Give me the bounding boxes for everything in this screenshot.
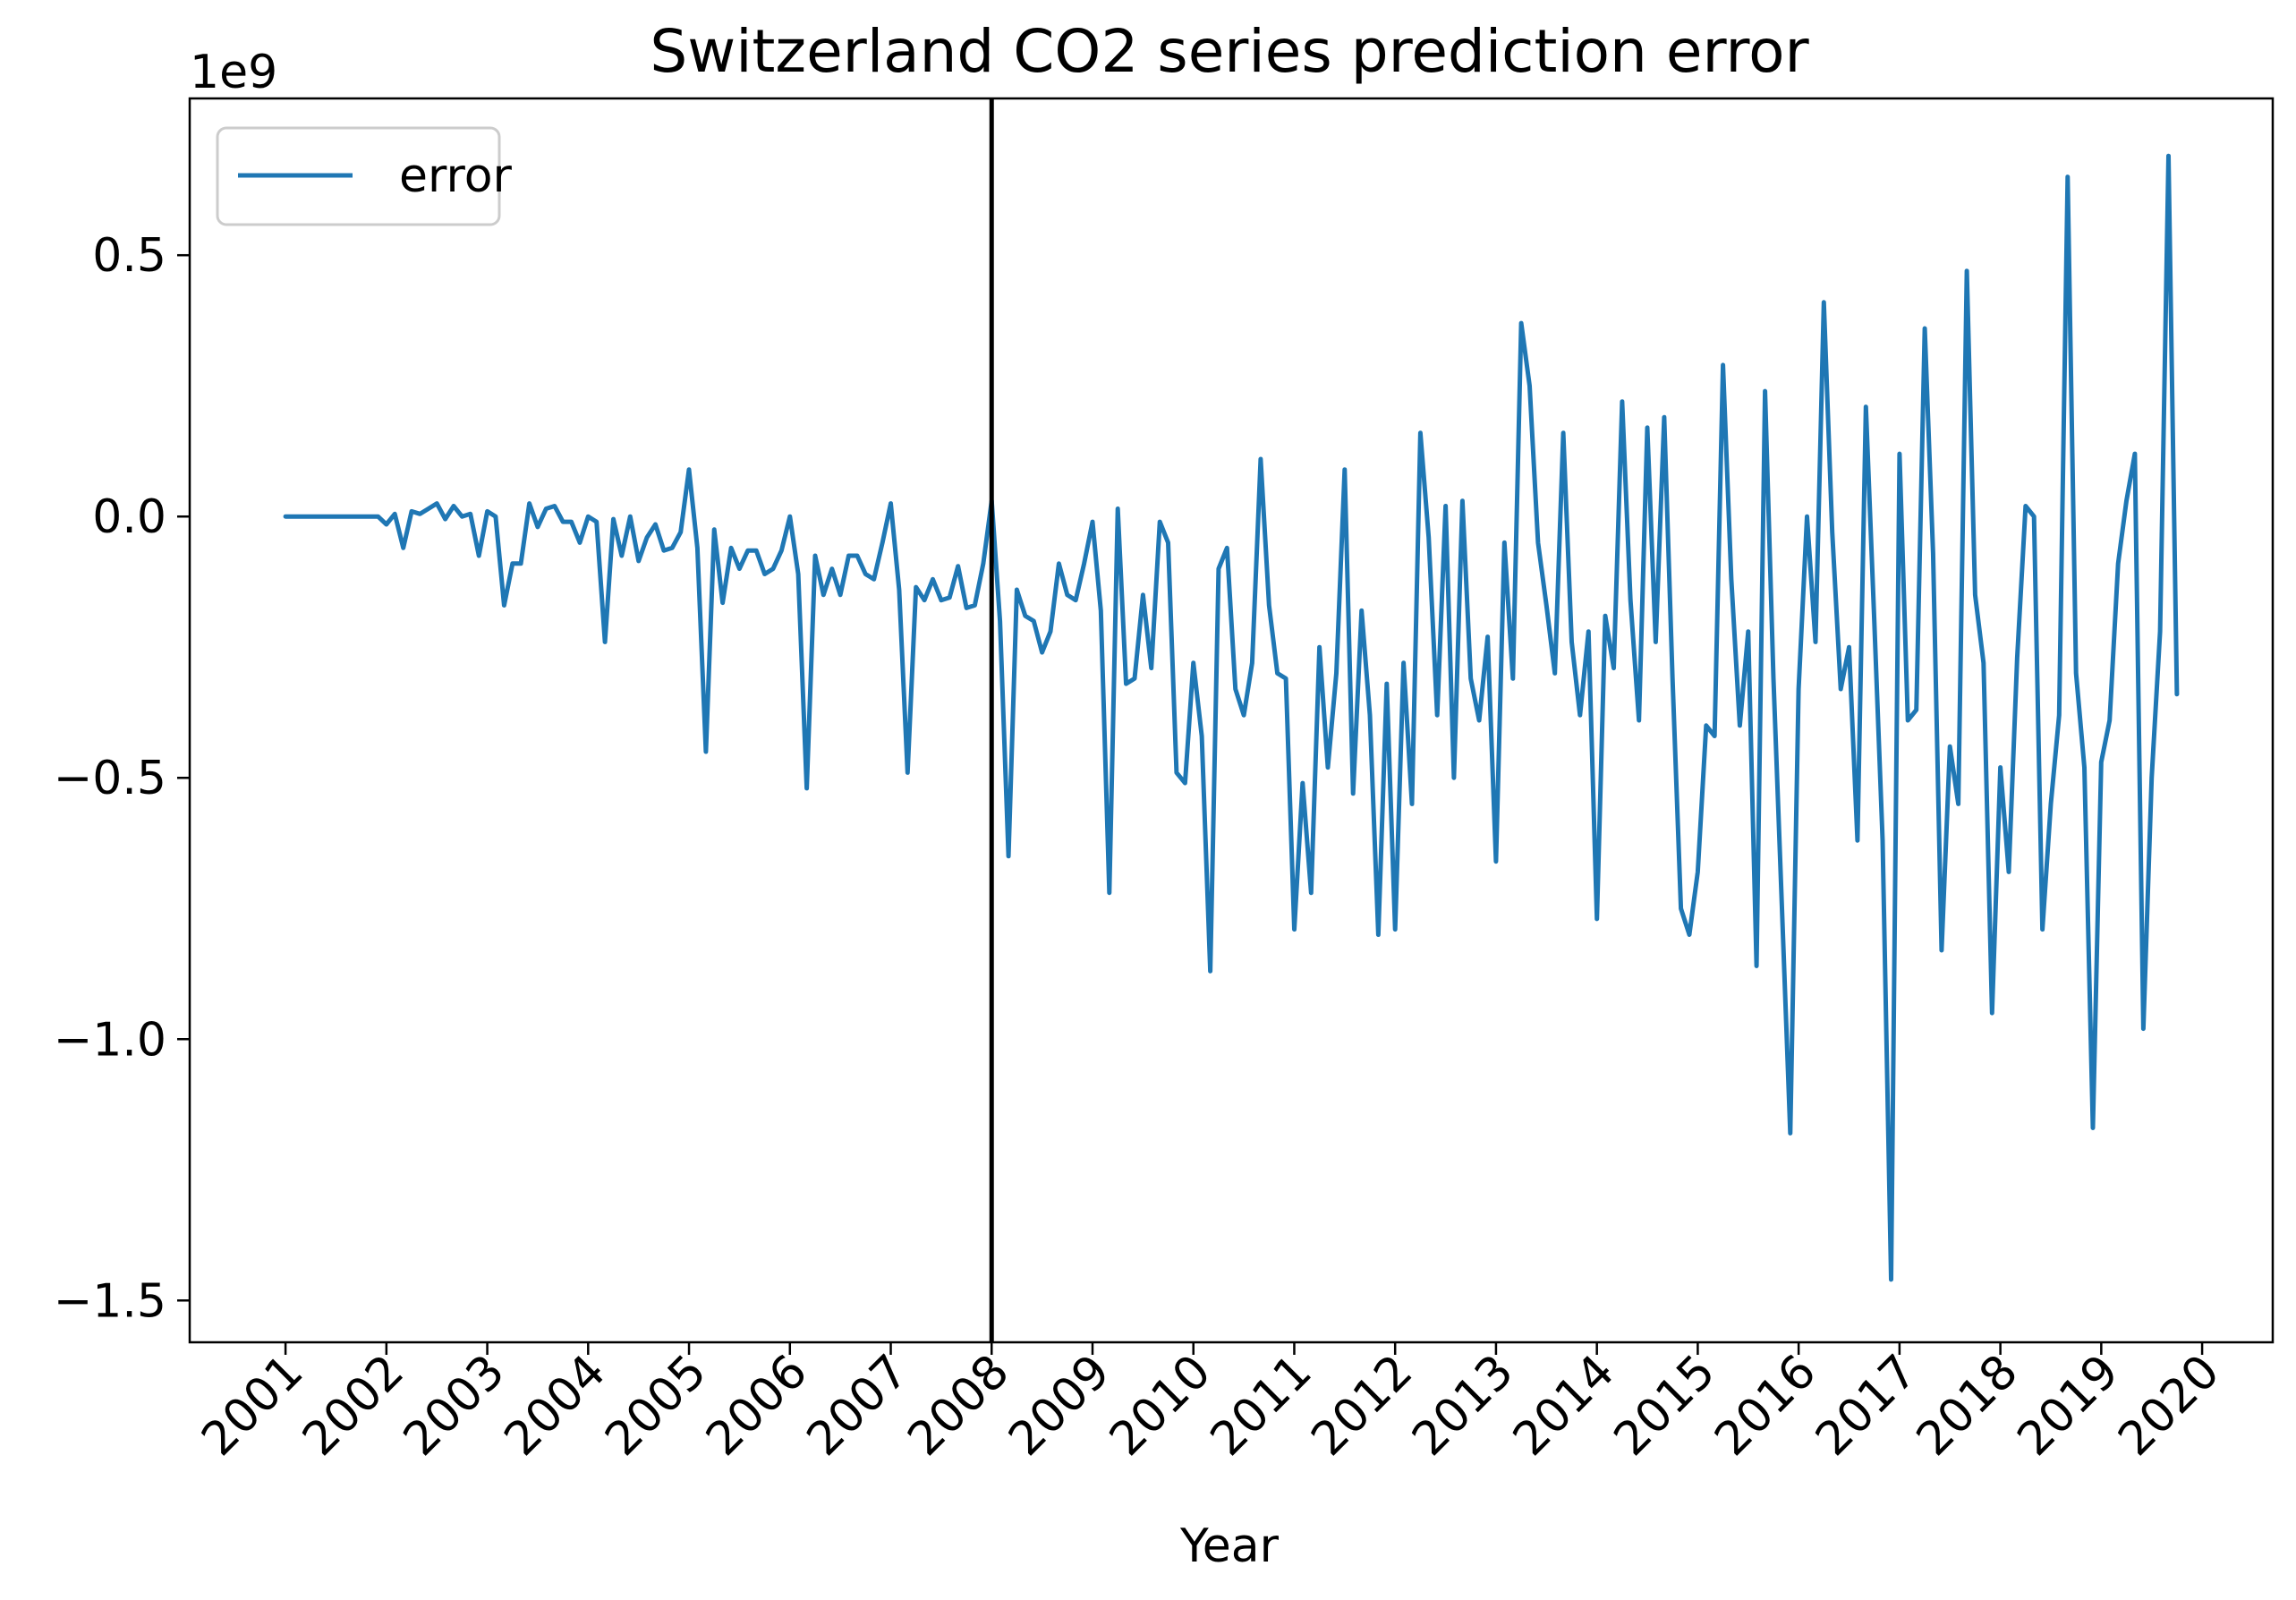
y-offset-text: 1e9	[190, 46, 277, 99]
legend[interactable]: error	[216, 126, 513, 226]
y-tick-label: 0.5	[92, 229, 166, 283]
y-tick-label: −1.5	[54, 1274, 166, 1328]
y-tick-label: −0.5	[54, 752, 166, 805]
x-axis-label: Year	[1179, 1519, 1280, 1573]
legend-box	[216, 126, 501, 226]
chart-title: Switzerland CO2 series prediction error	[650, 17, 1809, 86]
series-line-error	[283, 153, 2180, 1282]
y-axis: −1.5 −1.0 −0.5 0.0 0.5	[54, 229, 190, 1328]
axes-frame	[188, 97, 2275, 1344]
y-tick-label: 0.0	[92, 490, 166, 544]
y-tick-label: −1.0	[54, 1013, 166, 1067]
plot-area	[188, 97, 2275, 1344]
legend-entry-error: error	[399, 149, 513, 203]
